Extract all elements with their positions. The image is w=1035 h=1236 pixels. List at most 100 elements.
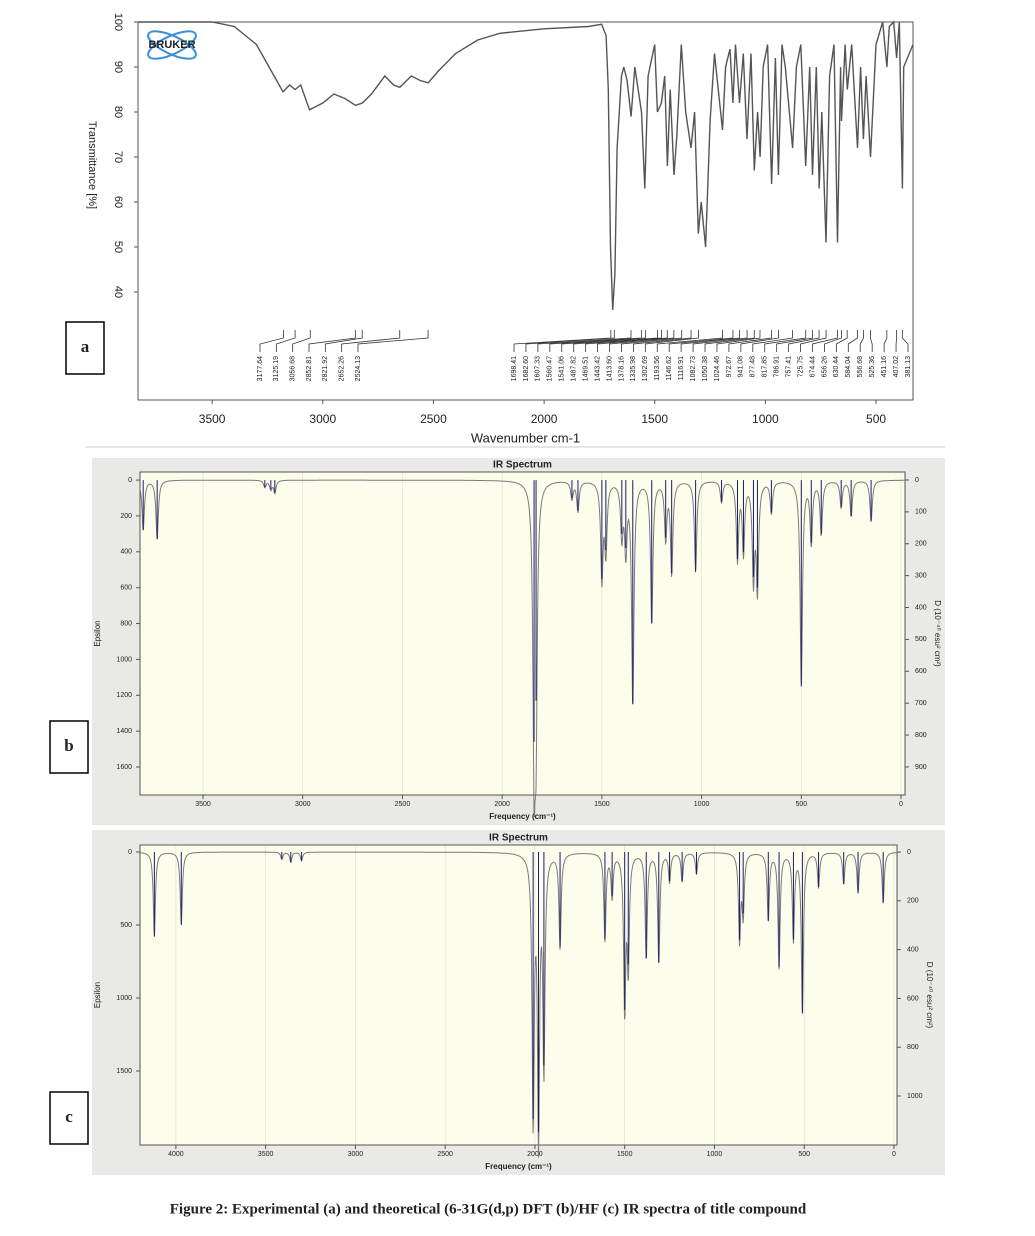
peak-marker [561, 330, 647, 352]
peak-label: 1487.82 [571, 356, 578, 381]
peak-marker [308, 330, 356, 352]
peak-label: 630.44 [833, 356, 840, 378]
y2-tick-label: 600 [915, 668, 927, 675]
peak-marker [668, 330, 734, 352]
y2-tick-label: 700 [915, 700, 927, 707]
y2-tick-label: 400 [915, 604, 927, 611]
peak-marker [597, 330, 668, 352]
peak-marker [525, 330, 615, 352]
peak-marker [883, 330, 888, 352]
peak-label: 1413.60 [606, 356, 613, 381]
peak-label: 786.91 [774, 356, 781, 378]
x-tick-label: 3000 [309, 412, 336, 426]
peak-label: 2652.26 [339, 356, 346, 381]
peak-label: 1082.73 [690, 356, 697, 381]
x-tick-label: 500 [866, 412, 886, 426]
y-tick-label: 400 [120, 549, 132, 556]
peak-marker [835, 330, 848, 352]
peak-label: 1050.38 [702, 356, 709, 381]
y-tick-label: 800 [120, 620, 132, 627]
peak-label: 2524.13 [355, 356, 362, 381]
plot-frame [139, 844, 898, 1146]
peak-label: 525.36 [869, 356, 876, 378]
x-tick-label: 1500 [617, 1151, 633, 1158]
logo-text: BRUKER [148, 39, 195, 51]
x-tick-label: 1500 [641, 412, 668, 426]
peak-marker [513, 330, 612, 352]
peak-label: 2821.92 [322, 356, 329, 381]
x-tick-label: 1000 [694, 801, 710, 808]
peak-label: 674.44 [809, 356, 816, 378]
peak-label: 381.13 [905, 356, 912, 378]
peak-marker [847, 330, 858, 352]
x-tick-label: 4000 [168, 1151, 184, 1158]
y2-tick-label: 600 [907, 995, 919, 1002]
peak-marker [752, 330, 793, 352]
peak-label: 877.48 [750, 356, 757, 378]
peak-label: 3177.64 [257, 356, 264, 381]
peak-marker [764, 330, 807, 352]
peak-marker [824, 330, 842, 352]
y-tick-label: 1200 [116, 692, 132, 699]
peak-marker [728, 330, 772, 352]
peak-label: 1443.42 [594, 356, 601, 381]
panel-label-box [65, 321, 105, 375]
peak-marker [656, 330, 723, 352]
y-tick-label: 500 [120, 922, 132, 929]
y2-axis-title: D (10⁻⁴⁰ esu² cm²) [925, 962, 934, 1029]
peak-marker [776, 330, 813, 352]
x-tick-label: 1000 [752, 412, 779, 426]
x-tick-label: 2000 [527, 1151, 543, 1158]
peak-marker [859, 330, 864, 352]
peak-marker [870, 330, 873, 352]
x-tick-label: 3000 [295, 801, 311, 808]
x-tick-label: 3000 [348, 1151, 364, 1158]
peak-label: 3056.68 [290, 356, 297, 381]
y-axis-title: Epsilon [93, 620, 102, 646]
peak-marker [692, 330, 748, 352]
envelope [139, 479, 905, 818]
plot-frame [139, 471, 906, 796]
y2-tick-label: 1000 [907, 1093, 923, 1100]
y-tick-label: 1600 [116, 764, 132, 771]
x-tick-label: 0 [899, 801, 903, 808]
x-tick-label: 1500 [594, 801, 610, 808]
x-tick-label: 3500 [199, 412, 226, 426]
peak-label: 451.16 [881, 356, 888, 378]
peak-label: 1024.46 [714, 356, 721, 381]
y2-axis-title: D (10⁻⁴⁰ esu² cm²) [933, 600, 942, 667]
peak-label: 656.26 [821, 356, 828, 378]
peak-marker [680, 330, 740, 352]
panel-label: b [64, 736, 73, 755]
peak-marker [644, 330, 699, 352]
plot-background [140, 472, 905, 795]
x-tick-label: 500 [795, 801, 807, 808]
peak-label: 1302.69 [642, 356, 649, 381]
y2-tick-label: 400 [907, 946, 919, 953]
peak-label: 1378.16 [618, 356, 625, 381]
peak-label: 1193.56 [654, 356, 661, 381]
peak-marker [341, 330, 401, 352]
x-axis-title: Frequency (cm⁻¹) [489, 812, 556, 821]
peak-marker [537, 330, 632, 352]
x-tick-label: 2000 [494, 801, 510, 808]
peak-marker [800, 330, 827, 352]
y-tick-label: 60 [112, 196, 124, 208]
peak-label: 1541.06 [559, 356, 566, 381]
y2-tick-label: 300 [915, 572, 927, 579]
y-tick-label: 1000 [116, 995, 132, 1002]
y2-tick-label: 200 [907, 898, 919, 905]
x-tick-label: 3500 [195, 801, 211, 808]
peak-label: 1607.33 [535, 356, 542, 381]
peak-label: 941.08 [738, 356, 745, 378]
plot-frame [137, 21, 914, 401]
peak-label: 3125.19 [273, 356, 280, 381]
peak-label: 1335.98 [630, 356, 637, 381]
peak-marker [901, 330, 909, 352]
peak-label: 2852.81 [306, 356, 313, 381]
peak-label: 1560.47 [547, 356, 554, 381]
y2-tick-label: 200 [915, 541, 927, 548]
x-axis-title: Frequency (cm⁻¹) [485, 1162, 552, 1171]
panel-label-box [49, 720, 89, 774]
plot-background [140, 845, 897, 1145]
